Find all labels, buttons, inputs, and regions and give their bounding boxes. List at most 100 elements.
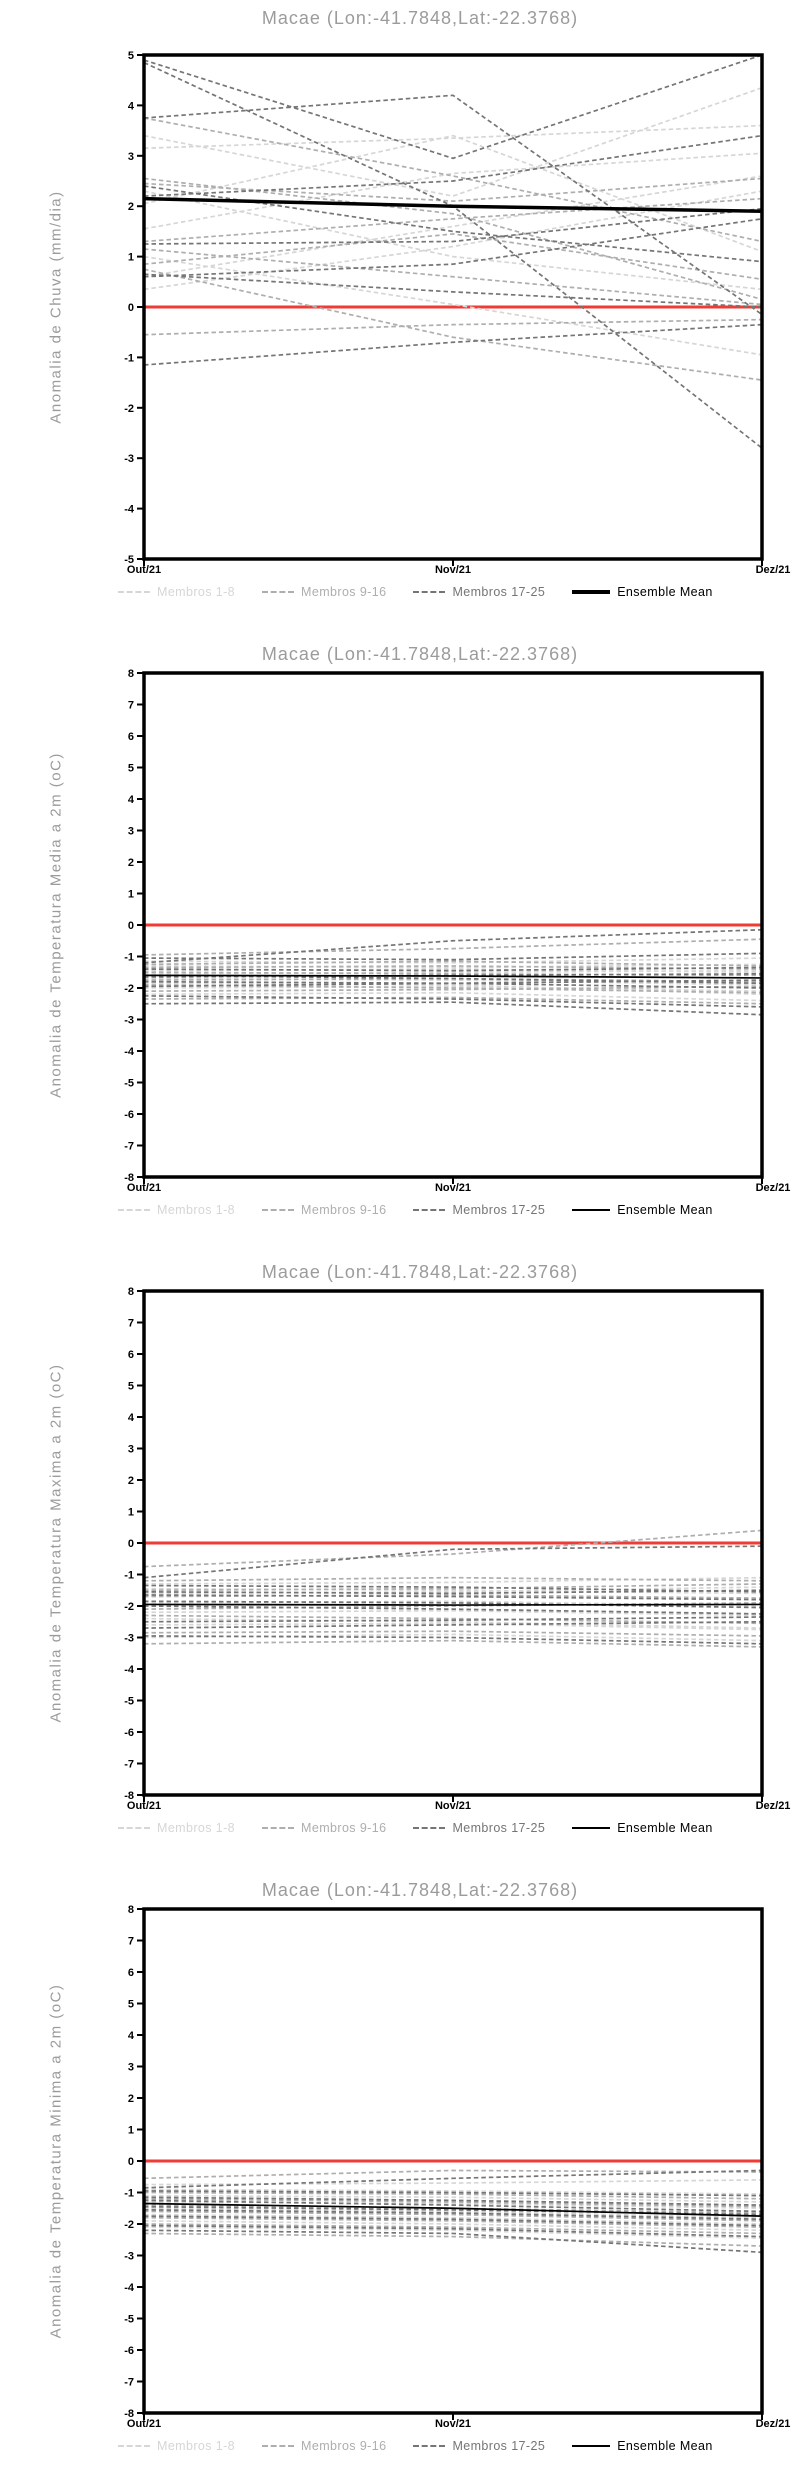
dashed-line-sample <box>413 591 446 593</box>
precip-anomaly-chart: Macae (Lon:-41.7848,Lat:-22.3768) Anomal… <box>0 0 800 618</box>
chart-canvas: -8 -7 -6 -5 -4 -3 -2 -1 0 1 2 3 4 5 6 7 8 <box>124 1904 764 2420</box>
x-tick-label: Dez/21 <box>755 1800 791 1812</box>
chart-canvas: -8 -7 -6 -5 -4 -3 -2 -1 0 1 2 3 4 5 6 7 8 <box>124 1286 764 1802</box>
legend-item-ensemble-mean: Ensemble Mean <box>572 585 713 599</box>
svg-text:6: 6 <box>128 1349 134 1361</box>
dashed-line-sample <box>118 591 150 593</box>
min-temp-anomaly-chart: Macae (Lon:-41.7848,Lat:-22.3768) Anomal… <box>0 1854 800 2472</box>
svg-text:1: 1 <box>128 889 134 901</box>
chart-canvas: -5 -4 -3 -2 -1 0 1 2 3 4 5 <box>124 50 764 566</box>
svg-text:-5: -5 <box>124 1696 134 1708</box>
chart-title: Macae (Lon:-41.7848,Lat:-22.3768) <box>261 644 579 664</box>
svg-text:5: 5 <box>128 50 134 62</box>
x-tick-label: Nov/21 <box>434 564 472 576</box>
svg-text:7: 7 <box>128 1936 134 1948</box>
legend-item-members-9-16: Membros 9-16 <box>262 2439 386 2453</box>
svg-text:3: 3 <box>128 826 134 838</box>
svg-text:-4: -4 <box>124 504 135 516</box>
x-tick-label: Out/21 <box>126 564 162 576</box>
legend-item-members-17-25: Membros 17-25 <box>413 585 545 599</box>
legend-label: Ensemble Mean <box>617 585 713 599</box>
svg-text:-6: -6 <box>124 1727 134 1739</box>
svg-text:5: 5 <box>128 763 134 775</box>
legend-item-members-17-25: Membros 17-25 <box>413 2439 545 2453</box>
x-tick-label: Out/21 <box>126 1800 162 1812</box>
svg-text:7: 7 <box>128 700 134 712</box>
svg-text:-2: -2 <box>124 1601 134 1613</box>
legend-label: Membros 9-16 <box>301 2439 387 2453</box>
dashed-line-sample <box>118 2445 150 2447</box>
legend-label: Membros 17-25 <box>452 1203 546 1217</box>
solid-line-sample <box>572 1827 611 1829</box>
dashed-line-sample <box>262 2445 295 2447</box>
svg-text:-4: -4 <box>124 2282 135 2294</box>
svg-text:-5: -5 <box>124 2314 134 2326</box>
legend-label: Membros 17-25 <box>452 585 546 599</box>
svg-text:4: 4 <box>128 794 135 806</box>
svg-text:-2: -2 <box>124 983 134 995</box>
svg-text:2: 2 <box>128 1475 134 1487</box>
svg-text:2: 2 <box>128 857 134 869</box>
legend-label: Membros 1-8 <box>157 585 236 599</box>
svg-text:-1: -1 <box>124 2188 134 2200</box>
svg-text:5: 5 <box>128 1381 134 1393</box>
dashed-line-sample <box>118 1827 150 1829</box>
svg-text:-6: -6 <box>124 1109 134 1121</box>
svg-text:-7: -7 <box>124 1759 134 1771</box>
legend-label: Membros 1-8 <box>157 1821 236 1835</box>
dashed-line-sample <box>262 1209 295 1211</box>
svg-text:4: 4 <box>128 100 135 112</box>
legend-item-members-1-8: Membros 1-8 <box>118 1821 235 1835</box>
svg-text:8: 8 <box>128 668 134 680</box>
chart-canvas: -8 -7 -6 -5 -4 -3 -2 -1 0 1 2 3 4 5 6 7 8 <box>124 668 764 1184</box>
svg-text:-6: -6 <box>124 2345 134 2357</box>
legend: Membros 1-8 Membros 9-16 Membros 17-25 E… <box>118 2439 713 2453</box>
legend-label: Membros 1-8 <box>157 1203 236 1217</box>
svg-text:-8: -8 <box>124 1172 134 1184</box>
svg-text:-4: -4 <box>124 1664 135 1676</box>
svg-text:1: 1 <box>128 1507 134 1519</box>
svg-text:5: 5 <box>128 1999 134 2011</box>
legend: Membros 1-8 Membros 9-16 Membros 17-25 E… <box>118 1203 713 1217</box>
legend: Membros 1-8 Membros 9-16 Membros 17-25 E… <box>118 585 713 599</box>
svg-text:1: 1 <box>128 2125 134 2137</box>
svg-text:3: 3 <box>128 2062 134 2074</box>
x-tick-label: Out/21 <box>126 2418 162 2430</box>
svg-text:6: 6 <box>128 731 134 743</box>
legend-item-members-9-16: Membros 9-16 <box>262 1203 386 1217</box>
legend-label: Ensemble Mean <box>617 2439 713 2453</box>
solid-line-sample <box>572 590 611 594</box>
svg-text:-4: -4 <box>124 1046 135 1058</box>
svg-text:-1: -1 <box>124 1570 134 1582</box>
legend-item-ensemble-mean: Ensemble Mean <box>572 1821 713 1835</box>
svg-text:-3: -3 <box>124 453 134 465</box>
dashed-line-sample <box>413 2445 446 2447</box>
solid-line-sample <box>572 2445 611 2447</box>
legend-item-members-17-25: Membros 17-25 <box>413 1203 545 1217</box>
svg-text:2: 2 <box>128 2093 134 2105</box>
dashed-line-sample <box>413 1827 446 1829</box>
dashed-line-sample <box>262 591 295 593</box>
legend-item-members-9-16: Membros 9-16 <box>262 585 386 599</box>
svg-text:7: 7 <box>128 1318 134 1330</box>
svg-text:-7: -7 <box>124 1141 134 1153</box>
legend-item-members-9-16: Membros 9-16 <box>262 1821 386 1835</box>
svg-text:-8: -8 <box>124 2408 134 2420</box>
svg-text:-2: -2 <box>124 2219 134 2231</box>
x-tick-label: Nov/21 <box>434 1800 472 1812</box>
dashed-line-sample <box>262 1827 295 1829</box>
svg-text:4: 4 <box>128 2030 135 2042</box>
legend-label: Membros 9-16 <box>301 1821 387 1835</box>
svg-text:1: 1 <box>128 252 134 264</box>
svg-text:-3: -3 <box>124 1015 134 1027</box>
legend-label: Membros 1-8 <box>157 2439 236 2453</box>
svg-text:3: 3 <box>128 1444 134 1456</box>
svg-text:0: 0 <box>128 2156 134 2168</box>
max-temp-anomaly-chart: Macae (Lon:-41.7848,Lat:-22.3768) Anomal… <box>0 1236 800 1854</box>
svg-text:0: 0 <box>128 302 134 314</box>
svg-text:2: 2 <box>128 201 134 213</box>
svg-text:4: 4 <box>128 1412 135 1424</box>
chart-title: Macae (Lon:-41.7848,Lat:-22.3768) <box>261 1880 579 1900</box>
legend-item-ensemble-mean: Ensemble Mean <box>572 1203 713 1217</box>
x-tick-label: Nov/21 <box>434 2418 472 2430</box>
